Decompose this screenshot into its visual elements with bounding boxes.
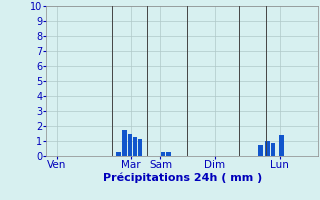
Bar <box>138 139 142 156</box>
Bar <box>122 130 127 156</box>
Bar <box>128 134 132 156</box>
Bar <box>271 142 275 156</box>
Bar <box>116 152 121 156</box>
Bar <box>161 152 165 156</box>
Bar <box>133 137 137 156</box>
X-axis label: Précipitations 24h ( mm ): Précipitations 24h ( mm ) <box>103 173 262 183</box>
Bar <box>265 141 270 156</box>
Bar <box>258 145 263 156</box>
Bar <box>166 152 171 156</box>
Bar <box>279 135 284 156</box>
